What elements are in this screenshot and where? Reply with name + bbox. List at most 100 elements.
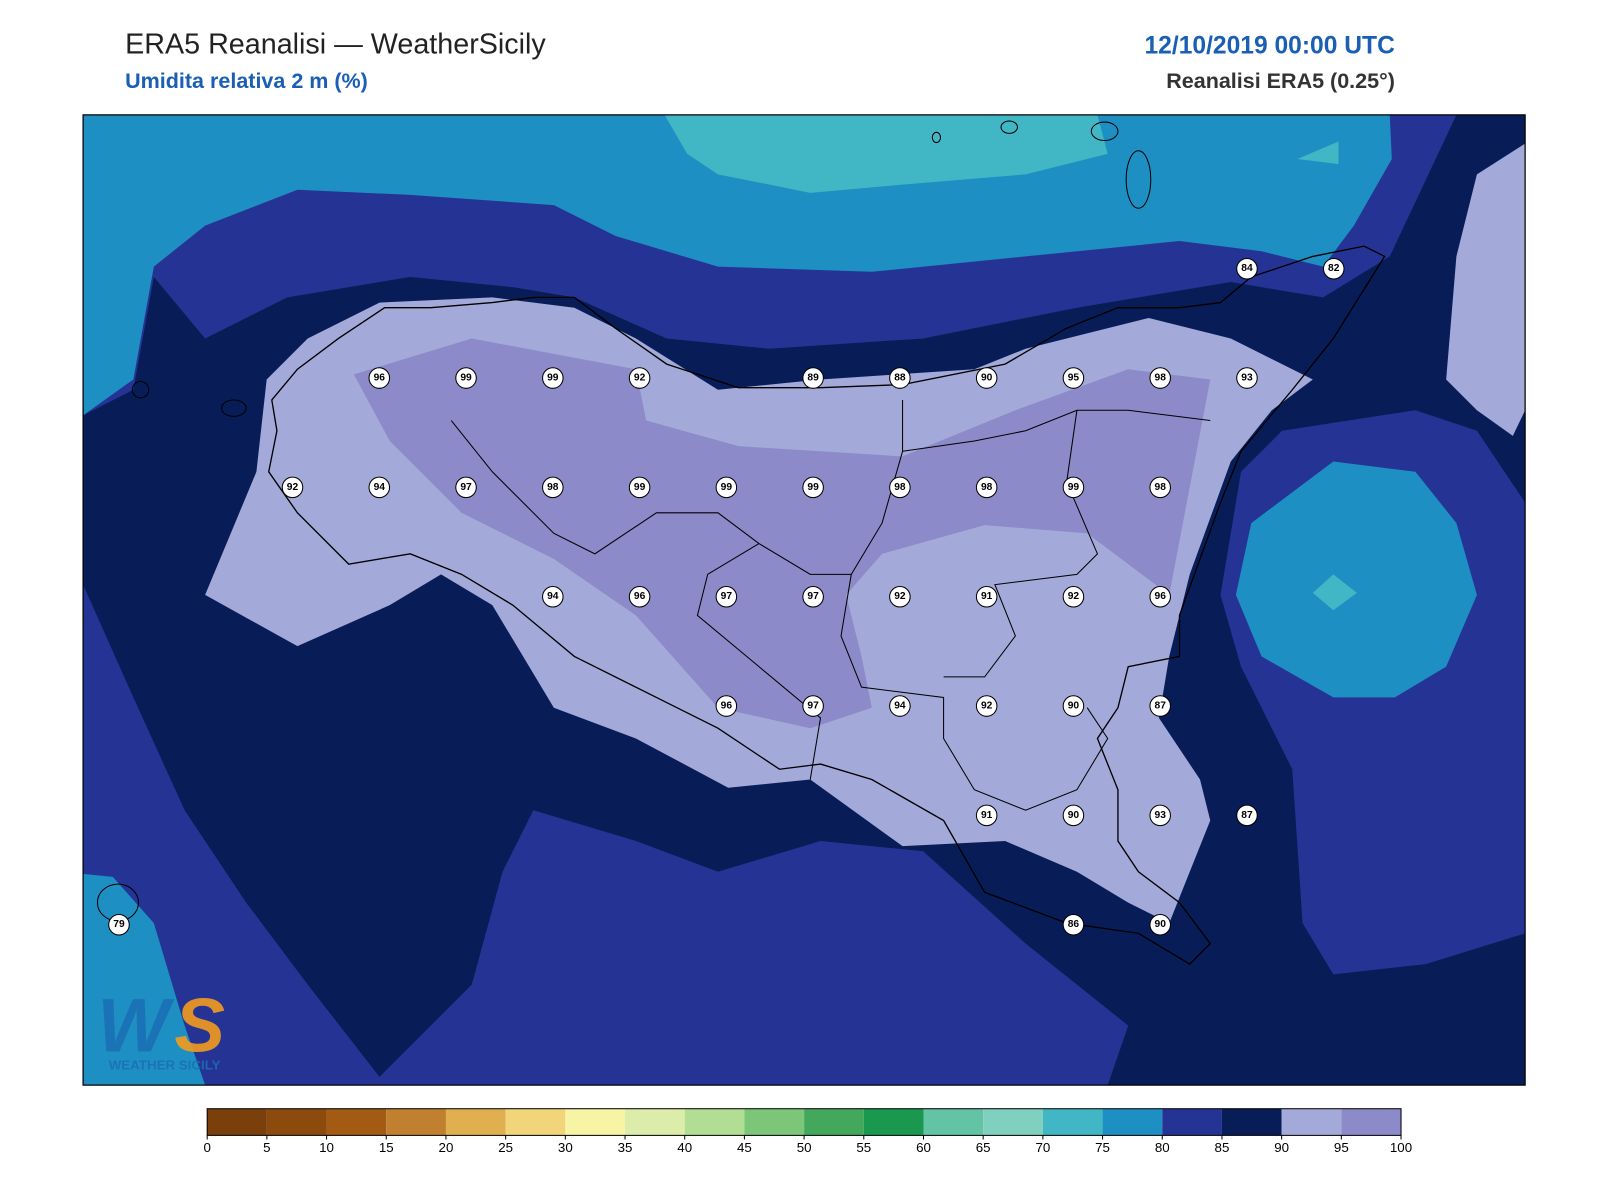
station-marker bbox=[542, 476, 564, 499]
station-marker bbox=[802, 476, 824, 499]
station-marker bbox=[975, 695, 998, 717]
island bbox=[1090, 121, 1119, 142]
station-value: 92 bbox=[287, 482, 299, 493]
station-value: 94 bbox=[547, 591, 559, 602]
colorbar-cell bbox=[923, 1108, 984, 1136]
station-marker bbox=[1322, 257, 1345, 280]
colorbar: 0 5 10 15 20 25 30 35 40 45 50 55 60 65 70 75 80 85 90 95 10… bbox=[203, 1108, 1412, 1155]
station-marker bbox=[1062, 585, 1085, 608]
island bbox=[1125, 150, 1152, 209]
station-marker bbox=[628, 476, 651, 499]
station-value: 98 bbox=[894, 482, 906, 493]
colorbar-cell bbox=[207, 1108, 267, 1136]
colorbar-tick-label: 60 bbox=[916, 1140, 931, 1155]
station-value: 91 bbox=[981, 591, 993, 602]
station-value: 92 bbox=[1068, 591, 1080, 602]
contour-70-75 bbox=[664, 114, 1108, 193]
map-frame bbox=[82, 114, 1526, 1086]
colorbar-tick-label: 45 bbox=[737, 1140, 752, 1155]
colorbar-cell bbox=[983, 1108, 1043, 1136]
station-value: 97 bbox=[460, 482, 472, 493]
station-value: 97 bbox=[721, 591, 733, 602]
coastline bbox=[268, 245, 1386, 965]
station-value: 99 bbox=[634, 482, 646, 493]
colorbar-cell bbox=[625, 1108, 685, 1136]
colorbar-tick-label: 10 bbox=[319, 1140, 334, 1155]
station-value: 84 bbox=[1241, 263, 1253, 274]
colorbar-cell bbox=[386, 1108, 446, 1136]
colorbar-tick-label: 40 bbox=[677, 1140, 692, 1155]
station-marker bbox=[975, 585, 998, 608]
station-marker bbox=[975, 476, 998, 499]
station-value: 88 bbox=[894, 373, 906, 384]
station-marker bbox=[1062, 367, 1085, 389]
station-value: 90 bbox=[1068, 810, 1080, 821]
station-marker bbox=[1149, 695, 1171, 717]
colorbar-tick-label: 15 bbox=[379, 1140, 394, 1155]
colorbar-cell bbox=[505, 1108, 566, 1136]
station-marker bbox=[1149, 804, 1171, 827]
colorbar-tick-label: 50 bbox=[797, 1140, 812, 1155]
logo-text: WEATHER SICILY bbox=[109, 1058, 221, 1073]
colorbar-tick-label: 65 bbox=[976, 1140, 991, 1155]
colorbar-tick-label: 55 bbox=[856, 1140, 871, 1155]
station-marker bbox=[1236, 804, 1258, 827]
station-value: 94 bbox=[374, 482, 386, 493]
station-marker bbox=[368, 476, 391, 499]
station-value: 98 bbox=[1155, 482, 1167, 493]
station-marker bbox=[715, 476, 738, 499]
colorbar-cell bbox=[445, 1108, 506, 1136]
station-value: 92 bbox=[894, 591, 906, 602]
station-marker bbox=[802, 695, 824, 717]
colorbar-tick-label: 75 bbox=[1095, 1140, 1110, 1155]
contour-75-80 bbox=[1235, 461, 1477, 698]
station-marker bbox=[455, 367, 477, 389]
colorbar-cell bbox=[1341, 1108, 1402, 1136]
station-value: 98 bbox=[547, 482, 559, 493]
station-marker bbox=[715, 585, 738, 608]
contour-90-95 bbox=[1446, 143, 1526, 436]
station-value: 95 bbox=[1068, 373, 1080, 384]
colorbar-tick-label: 30 bbox=[558, 1140, 573, 1155]
station-marker bbox=[542, 585, 564, 608]
station-marker bbox=[368, 367, 391, 389]
island bbox=[931, 131, 942, 144]
station-marker bbox=[455, 476, 477, 499]
island bbox=[221, 399, 247, 417]
station-marker bbox=[1149, 585, 1171, 608]
station-value: 92 bbox=[981, 701, 993, 712]
station-marker bbox=[281, 476, 304, 499]
colorbar-tick-label: 100 bbox=[1390, 1140, 1412, 1155]
station-marker bbox=[108, 913, 130, 936]
source: Reanalisi ERA5 (0.25°) bbox=[1166, 69, 1395, 93]
station-value: 90 bbox=[981, 373, 993, 384]
colorbar-tick-label: 70 bbox=[1035, 1140, 1050, 1155]
contour-70-75 bbox=[1297, 141, 1339, 165]
colorbar-cell bbox=[1221, 1108, 1282, 1136]
station-marker bbox=[1149, 476, 1171, 499]
station-marker bbox=[1062, 804, 1085, 827]
station-value: 96 bbox=[634, 591, 646, 602]
station-marker bbox=[889, 585, 911, 608]
borders bbox=[450, 399, 1211, 811]
logo-mark: S bbox=[174, 983, 225, 1068]
colorbar-cell bbox=[1281, 1108, 1342, 1136]
station-value: 99 bbox=[1068, 482, 1080, 493]
station-value: 90 bbox=[1155, 919, 1167, 930]
station-marker bbox=[715, 695, 738, 717]
station-marker bbox=[1149, 913, 1171, 936]
station-value: 97 bbox=[807, 701, 819, 712]
station-value: 96 bbox=[374, 373, 386, 384]
station-value: 96 bbox=[721, 701, 733, 712]
colorbar-tick-label: 0 bbox=[203, 1140, 210, 1155]
station-value: 99 bbox=[547, 373, 559, 384]
station-value: 87 bbox=[1155, 701, 1167, 712]
colorbar-cell bbox=[266, 1108, 327, 1136]
datetime: 12/10/2019 00:00 UTC bbox=[1144, 32, 1395, 59]
station-marker bbox=[889, 476, 911, 499]
station-value: 90 bbox=[1068, 701, 1080, 712]
station-marker bbox=[628, 367, 651, 389]
station-value: 91 bbox=[981, 810, 993, 821]
station-value: 93 bbox=[1155, 810, 1167, 821]
